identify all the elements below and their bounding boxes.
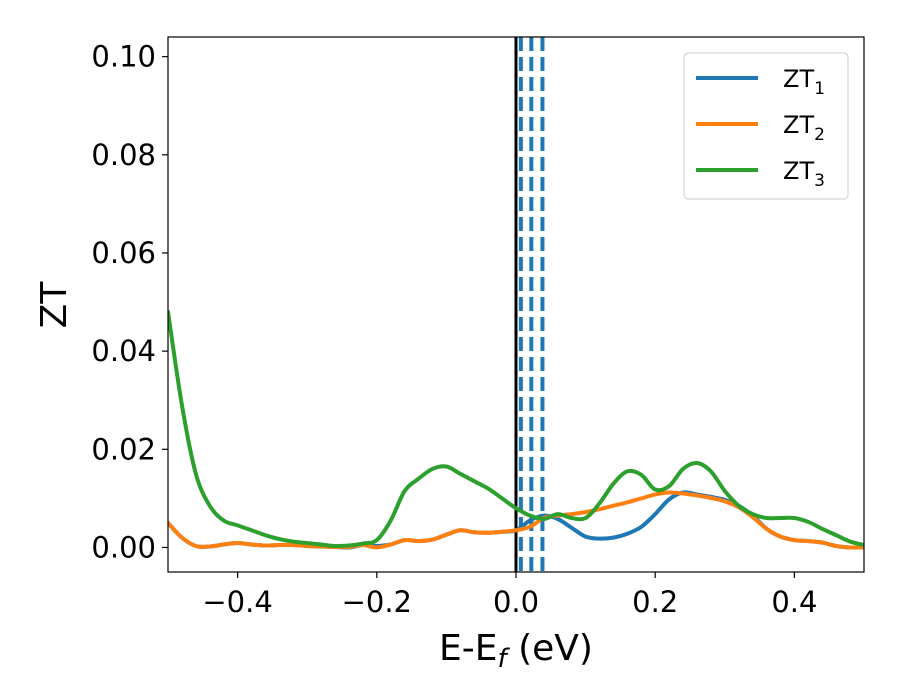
- x-tick-label: −0.4: [202, 585, 272, 619]
- legend-label-zt1: ZT1: [783, 65, 825, 99]
- legend-label-subscript: 1: [814, 79, 825, 99]
- y-axis-title: ZT: [34, 281, 75, 329]
- series-line-zt3: [168, 309, 864, 549]
- legend-label-main: ZT: [783, 111, 814, 139]
- x-tick-label: 0.4: [771, 585, 817, 619]
- legend-label-main: ZT: [783, 157, 814, 185]
- series-lines: [168, 309, 864, 550]
- legend-label-subscript: 3: [814, 171, 825, 191]
- y-axis-ticks: 0.00 0.02 0.04 0.06 0.08 0.10: [91, 40, 168, 564]
- x-axis-ticks: −0.4 −0.2 0.0 0.2 0.4: [202, 572, 817, 619]
- x-axis-title: E-Ef (eV): [439, 628, 593, 674]
- y-tick-label: 0.10: [91, 40, 156, 74]
- legend-label-zt3: ZT3: [783, 157, 825, 191]
- legend-label-zt2: ZT2: [783, 111, 825, 145]
- x-axis-title-main: E-E: [439, 628, 497, 669]
- y-tick-label: 0.02: [91, 432, 156, 466]
- x-tick-label: −0.2: [342, 585, 412, 619]
- x-axis-title-unit: (eV): [507, 628, 593, 669]
- y-tick-label: 0.08: [91, 138, 156, 172]
- y-tick-label: 0.06: [91, 236, 156, 270]
- y-tick-label: 0.00: [91, 530, 156, 564]
- x-tick-label: 0.2: [632, 585, 678, 619]
- x-tick-label: 0.0: [493, 585, 539, 619]
- legend-box: [683, 52, 849, 200]
- legend-label-main: ZT: [783, 65, 814, 93]
- reference-lines: [514, 37, 545, 572]
- legend-label-subscript: 2: [814, 125, 825, 145]
- y-tick-label: 0.04: [91, 334, 156, 368]
